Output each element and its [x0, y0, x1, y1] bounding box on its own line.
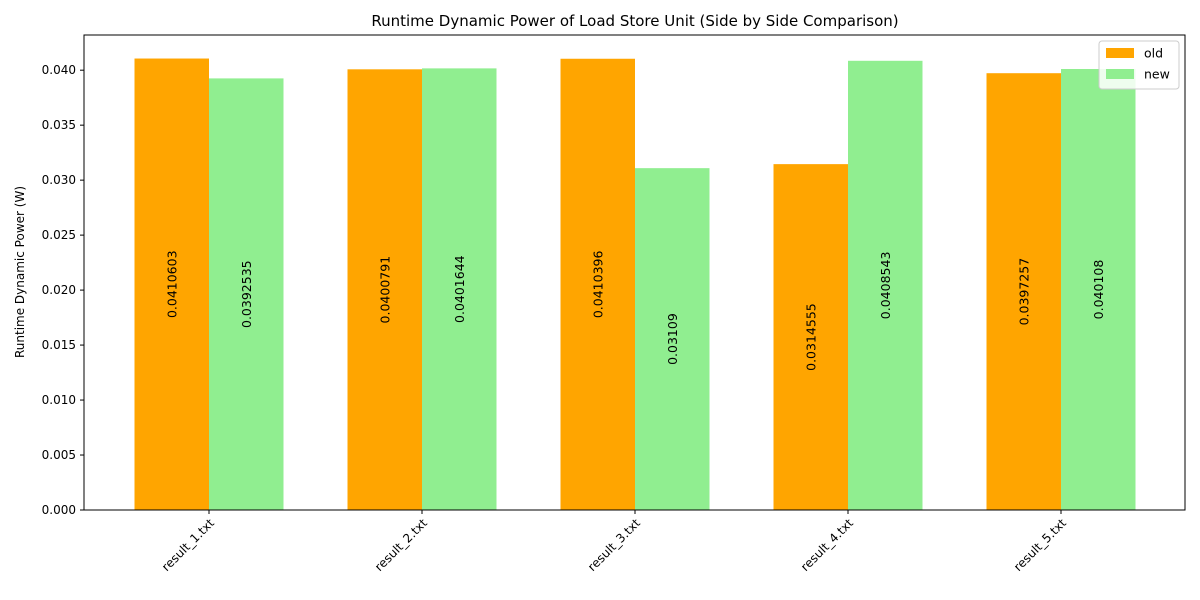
legend-swatch-new [1106, 69, 1134, 79]
y-tick-label: 0.000 [42, 503, 76, 517]
bar-old-4 [773, 164, 848, 510]
y-tick-label: 0.015 [42, 338, 76, 352]
y-tick-label: 0.005 [42, 448, 76, 462]
bar-old-3 [560, 58, 635, 511]
x-tick-label: result_5.txt [1011, 516, 1069, 574]
x-axis: result_1.txt result_2.txt result_3.txt resu… [159, 510, 1069, 574]
bar-new-1 [209, 78, 284, 511]
y-tick-label: 0.025 [42, 228, 76, 242]
x-tick-label: result_4.txt [798, 516, 856, 574]
legend-swatch-old [1106, 48, 1134, 58]
bar-old-5 [986, 73, 1061, 510]
bar-value-label: 0.040108 [1091, 260, 1106, 320]
y-tick-label: 0.030 [42, 173, 76, 187]
y-tick-label: 0.040 [42, 63, 76, 77]
plot-frame [83, 34, 1186, 511]
y-axis: 0.000 0.005 0.010 0.015 0.020 0.025 0.030 0.035… [42, 63, 84, 517]
y-tick-label: 0.035 [42, 118, 76, 132]
bar-new-2 [422, 68, 497, 510]
x-tick-label: result_3.txt [585, 516, 643, 574]
bar-new-3 [635, 168, 710, 510]
y-axis-label: Runtime Dynamic Power (W) [13, 186, 27, 358]
x-tick-label: result_2.txt [372, 516, 430, 574]
bar-value-label: 0.0410603 [164, 250, 179, 318]
y-tick-label: 0.010 [42, 393, 76, 407]
bar-value-label: 0.0400791 [377, 256, 392, 324]
bar-value-label: 0.0408543 [878, 252, 893, 320]
bar-value-label: 0.0410396 [590, 251, 605, 319]
bar-value-label: 0.03109 [665, 313, 680, 365]
chart-title: Runtime Dynamic Power of Load Store Unit… [371, 12, 898, 30]
y-tick-label: 0.020 [42, 283, 76, 297]
bars-layer [134, 58, 1136, 511]
bar-old-1 [134, 58, 209, 510]
bar-labels-layer: 0.0410603 0.0392535 0.0400791 0.0401644 0.04… [164, 250, 1106, 370]
bar-new-5 [1061, 68, 1136, 511]
bar-old-2 [347, 69, 422, 510]
legend: old new [1098, 40, 1180, 90]
bar-new-4 [848, 60, 923, 510]
legend-label-new: new [1144, 67, 1170, 82]
bar-value-label: 0.0401644 [452, 255, 467, 323]
x-tick-label: result_1.txt [159, 516, 217, 574]
bar-value-label: 0.0314555 [803, 303, 818, 371]
legend-label-old: old [1144, 46, 1163, 61]
bar-value-label: 0.0397257 [1016, 258, 1031, 326]
bar-value-label: 0.0392535 [239, 260, 254, 328]
